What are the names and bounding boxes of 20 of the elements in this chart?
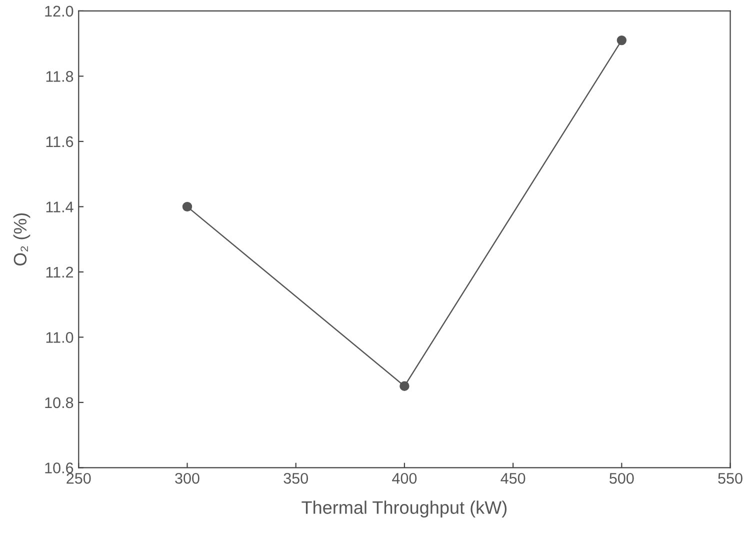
point — [616, 35, 627, 46]
x-tick-label: 500 — [610, 472, 634, 484]
y-tick-label: 12.0 — [45, 6, 74, 17]
x-tick-label: 550 — [718, 472, 742, 484]
x-tick-label: 250 — [66, 472, 91, 484]
y-tick-label: 11.2 — [46, 266, 74, 278]
point — [182, 202, 192, 212]
x-tick-label: 400 — [392, 472, 417, 484]
y-tick-label: 11.6 — [46, 136, 74, 148]
y-tick-label: 11.8 — [46, 71, 74, 82]
y-axis-title: O₂ (%) — [13, 213, 30, 266]
y-tick-label: 11.0 — [46, 332, 74, 343]
y-tick-label: 10.8 — [45, 397, 74, 408]
point — [400, 381, 410, 391]
x-tick-label: 450 — [500, 472, 526, 484]
y-tick-label: 11.4 — [46, 202, 74, 212]
y-tick-label: 10.6 — [45, 462, 74, 474]
x-tick-label: 300 — [175, 472, 200, 484]
x-tick-label: 350 — [284, 472, 308, 484]
x-axis-title: Thermal Throughput (kW) — [302, 500, 507, 518]
